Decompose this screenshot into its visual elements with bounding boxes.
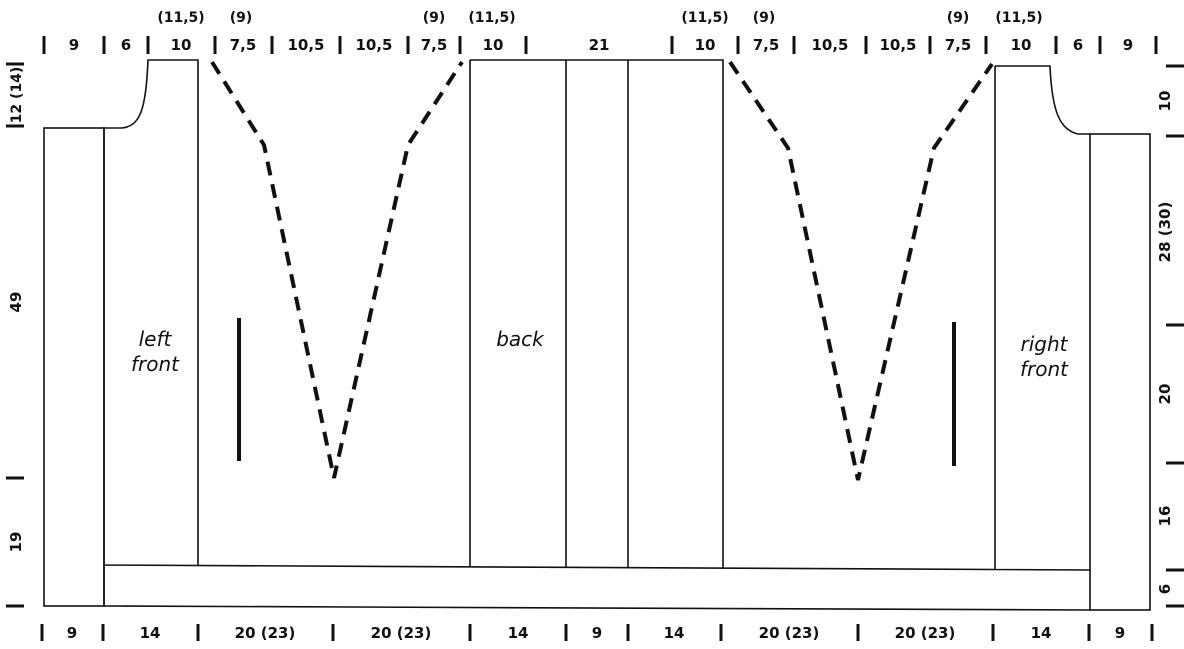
left-sleeve-edge: [43, 127, 105, 607]
top-dim-6: 10,5: [355, 36, 392, 54]
right-dimension-bar: 10 28 (30) 20 16 6: [1156, 64, 1184, 608]
bottom-dim-5: 14: [508, 624, 529, 642]
top-dim-17: 9: [1123, 36, 1133, 54]
right-dim-2: 28 (30): [1156, 202, 1174, 263]
top-alt-1: (11,5): [157, 10, 204, 26]
top-dim-2: 6: [121, 36, 131, 54]
bottom-dim-1: 9: [67, 624, 77, 642]
left-dim-1: 12 (14): [9, 67, 25, 124]
top-dim-7: 7,5: [421, 36, 448, 54]
bottom-dim-3: 20 (23): [235, 624, 296, 642]
top-dim-1: 9: [69, 36, 79, 54]
piece-labels: left front back right front: [131, 327, 1069, 381]
left-front-label-line1: left: [139, 327, 173, 351]
left-front-label-line2: front: [131, 352, 180, 376]
bottom-dim-6: 9: [592, 624, 602, 642]
top-dim-5: 10,5: [287, 36, 324, 54]
top-dimension-bar: 9 6 10 7,5 10,5 10,5 7,5 10 21 10 7,5 10…: [42, 10, 1158, 54]
body-outline: [103, 59, 1091, 611]
right-dim-4: 16: [1156, 506, 1174, 527]
top-alt-4: (11,5): [468, 10, 515, 26]
bottom-dimension-bar: 9 14 20 (23) 20 (23) 14 9 14 20 (23) 20 …: [40, 624, 1154, 642]
right-dim-1: 10: [1156, 91, 1174, 112]
bottom-dim-8: 20 (23): [759, 624, 820, 642]
left-dim-2: 49: [7, 292, 25, 313]
top-alt-5: (11,5): [681, 10, 728, 26]
right-front-label-line1: right: [1021, 332, 1069, 356]
left-dimension-bar: 12 (14) 49 19: [6, 62, 25, 608]
bottom-dim-2: 14: [140, 624, 161, 642]
bottom-dim-11: 9: [1115, 624, 1125, 642]
left-vneck-dashed: [210, 60, 464, 479]
top-alt-2: (9): [230, 10, 253, 26]
right-front-label-line2: front: [1020, 357, 1069, 381]
top-dim-13: 10,5: [879, 36, 916, 54]
bottom-dim-7: 14: [664, 624, 685, 642]
top-dim-12: 10,5: [811, 36, 848, 54]
top-dim-9: 21: [589, 36, 610, 54]
right-vneck-dashed: [728, 60, 994, 481]
bottom-dim-9: 20 (23): [895, 624, 956, 642]
top-dim-16: 6: [1073, 36, 1083, 54]
top-dim-11: 7,5: [753, 36, 780, 54]
right-sleeve-edge: [1089, 133, 1151, 611]
back-label: back: [496, 327, 545, 351]
bottom-dim-10: 14: [1031, 624, 1052, 642]
left-dim-3: 19: [7, 532, 25, 553]
top-dim-14: 7,5: [945, 36, 972, 54]
top-alt-3: (9): [423, 10, 446, 26]
schematic-outline: [43, 59, 1151, 611]
top-dim-4: 7,5: [230, 36, 257, 54]
right-dim-5: 6: [1156, 584, 1174, 594]
top-dim-8: 10: [483, 36, 504, 54]
top-dim-15: 10: [1011, 36, 1032, 54]
top-dim-3: 10: [171, 36, 192, 54]
top-alt-7: (9): [947, 10, 970, 26]
right-dim-3: 20: [1156, 384, 1174, 405]
bottom-dim-4: 20 (23): [371, 624, 432, 642]
top-alt-6: (9): [753, 10, 776, 26]
top-dim-10: 10: [695, 36, 716, 54]
top-alt-8: (11,5): [995, 10, 1042, 26]
